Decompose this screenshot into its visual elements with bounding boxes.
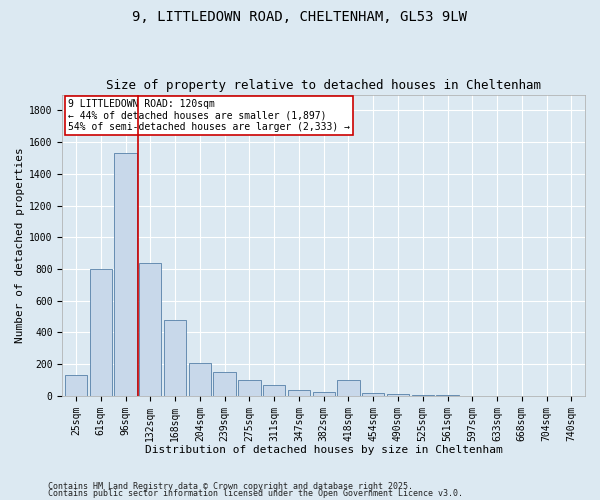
Bar bbox=[288, 390, 310, 396]
Bar bbox=[238, 380, 260, 396]
Bar bbox=[263, 385, 286, 396]
Text: Contains HM Land Registry data © Crown copyright and database right 2025.: Contains HM Land Registry data © Crown c… bbox=[48, 482, 413, 491]
Bar bbox=[164, 320, 186, 396]
Bar bbox=[412, 395, 434, 396]
Text: 9 LITTLEDOWN ROAD: 120sqm
← 44% of detached houses are smaller (1,897)
54% of se: 9 LITTLEDOWN ROAD: 120sqm ← 44% of detac… bbox=[68, 99, 350, 132]
Y-axis label: Number of detached properties: Number of detached properties bbox=[15, 148, 25, 343]
Bar bbox=[387, 394, 409, 396]
Bar bbox=[189, 362, 211, 396]
Bar bbox=[313, 392, 335, 396]
Text: 9, LITTLEDOWN ROAD, CHELTENHAM, GL53 9LW: 9, LITTLEDOWN ROAD, CHELTENHAM, GL53 9LW bbox=[133, 10, 467, 24]
Bar bbox=[89, 269, 112, 396]
Title: Size of property relative to detached houses in Cheltenham: Size of property relative to detached ho… bbox=[106, 79, 541, 92]
Bar bbox=[139, 262, 161, 396]
Bar bbox=[214, 372, 236, 396]
Bar bbox=[337, 380, 359, 396]
Bar bbox=[65, 375, 87, 396]
Bar bbox=[115, 153, 137, 396]
X-axis label: Distribution of detached houses by size in Cheltenham: Distribution of detached houses by size … bbox=[145, 445, 503, 455]
Bar bbox=[362, 394, 385, 396]
Text: Contains public sector information licensed under the Open Government Licence v3: Contains public sector information licen… bbox=[48, 490, 463, 498]
